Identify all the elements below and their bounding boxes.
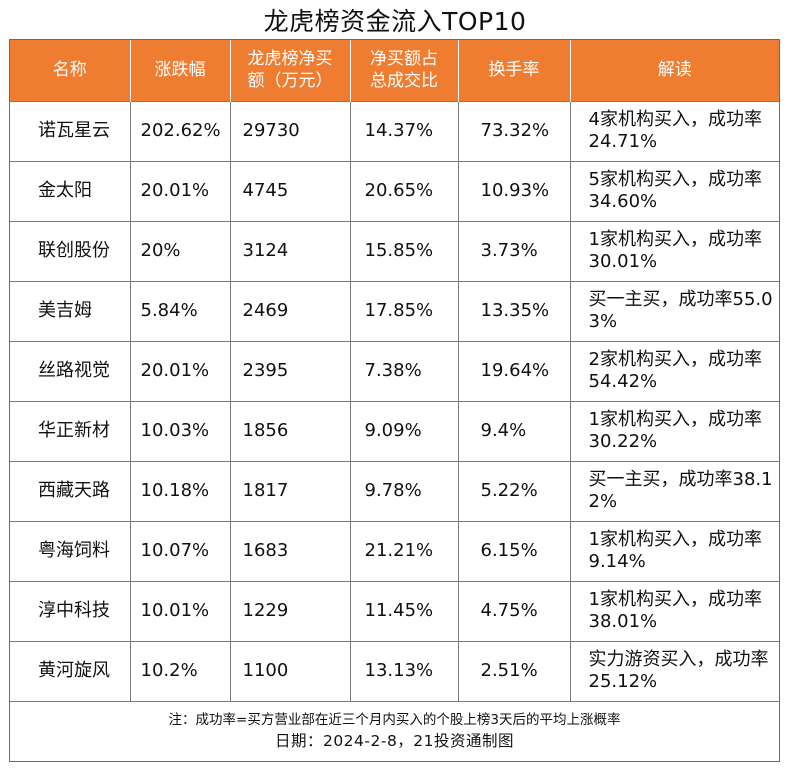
cell-net-buy: 29730 [229,100,350,161]
table-row: 西藏天路 10.18% 1817 9.78% 5.22% 买一主买，成功率38.12% [10,460,779,521]
cell-ratio: 20.65% [349,160,458,221]
cell-change: 20% [129,220,230,281]
cell-net-buy: 3124 [229,220,350,281]
cell-comment: 1家机构买入，成功率38.01% [569,580,779,641]
cell-net-buy: 4745 [229,160,350,221]
table-frame [9,39,780,762]
table-header-row: 名称 涨跌幅 龙虎榜净买 额（万元） 净买额占 总成交比 换手率 解读 [10,40,779,101]
header-ratio-line2: 总成交比 [370,71,438,92]
cell-net-buy: 2395 [229,340,350,401]
cell-turnover: 10.93% [457,160,570,221]
cell-net-buy: 1100 [229,640,350,701]
cell-ratio: 7.38% [349,340,458,401]
footer-date: 日期：2024-2-8，21投资通制图 [274,732,515,750]
cell-comment: 1家机构买入，成功率30.01% [569,220,779,281]
header-name: 名称 [10,40,130,101]
cell-name: 金太阳 [10,160,130,221]
cell-net-buy: 1817 [229,460,350,521]
table-row: 联创股份 20% 3124 15.85% 3.73% 1家机构买入，成功率30.01% [10,220,779,281]
inflow-table: 名称 涨跌幅 龙虎榜净买 额（万元） 净买额占 总成交比 换手率 解读 诺瓦星云 20… [10,40,779,701]
cell-ratio: 13.13% [349,640,458,701]
cell-net-buy: 2469 [229,280,350,341]
cell-name: 联创股份 [10,220,130,281]
table-row: 华正新材 10.03% 1856 9.09% 9.4% 1家机构买入，成功率30.22% [10,400,779,461]
cell-change: 10.18% [129,460,230,521]
cell-ratio: 15.85% [349,220,458,281]
cell-turnover: 73.32% [457,100,570,161]
cell-turnover: 9.4% [457,400,570,461]
cell-ratio: 21.21% [349,520,458,581]
cell-name: 淳中科技 [10,580,130,641]
cell-name: 西藏天路 [10,460,130,521]
cell-ratio: 9.78% [349,460,458,521]
cell-comment: 1家机构买入，成功率9.14% [569,520,779,581]
table-row: 诺瓦星云 202.62% 29730 14.37% 73.32% 4家机构买入，成功率24… [10,100,779,161]
cell-turnover: 3.73% [457,220,570,281]
header-change: 涨跌幅 [129,40,230,101]
cell-comment: 1家机构买入，成功率30.22% [569,400,779,461]
header-net-buy-line1: 龙虎榜净买 [247,49,333,70]
header-turnover: 换手率 [457,40,570,101]
cell-net-buy: 1856 [229,400,350,461]
cell-name: 美吉姆 [10,280,130,341]
cell-turnover: 5.22% [457,460,570,521]
cell-change: 10.01% [129,580,230,641]
cell-ratio: 9.09% [349,400,458,461]
cell-comment: 2家机构买入，成功率54.42% [569,340,779,401]
cell-name: 华正新材 [10,400,130,461]
header-net-buy: 龙虎榜净买 额（万元） [229,40,350,101]
cell-ratio: 17.85% [349,280,458,341]
cell-ratio: 14.37% [349,100,458,161]
header-comment: 解读 [569,40,779,101]
cell-net-buy: 1683 [229,520,350,581]
cell-net-buy: 1229 [229,580,350,641]
cell-change: 10.2% [129,640,230,701]
cell-comment: 实力游资买入，成功率25.12% [569,640,779,701]
table-row: 金太阳 20.01% 4745 20.65% 10.93% 5家机构买入，成功率34.60… [10,160,779,221]
table-row: 丝路视觉 20.01% 2395 7.38% 19.64% 2家机构买入，成功率54.42… [10,340,779,401]
cell-change: 5.84% [129,280,230,341]
footer-note: 注：成功率=买方营业部在近三个月内买入的个股上榜3天后的平均上涨概率 [168,712,621,728]
cell-comment: 4家机构买入，成功率24.71% [569,100,779,161]
header-ratio-line1: 净买额占 [370,49,438,70]
cell-name: 丝路视觉 [10,340,130,401]
cell-comment: 买一主买，成功率38.12% [569,460,779,521]
table-row: 淳中科技 10.01% 1229 11.45% 4.75% 1家机构买入，成功率38.01… [10,580,779,641]
table-row: 美吉姆 5.84% 2469 17.85% 13.35% 买一主买，成功率55.03% [10,280,779,341]
cell-change: 202.62% [129,100,230,161]
cell-name: 诺瓦星云 [10,100,130,161]
page-title: 龙虎榜资金流入TOP10 [263,7,527,36]
header-ratio: 净买额占 总成交比 [349,40,458,101]
cell-change: 10.03% [129,400,230,461]
cell-turnover: 4.75% [457,580,570,641]
cell-ratio: 11.45% [349,580,458,641]
cell-turnover: 6.15% [457,520,570,581]
cell-turnover: 19.64% [457,340,570,401]
footer: 注：成功率=买方营业部在近三个月内买入的个股上榜3天后的平均上涨概率 日期：20… [10,701,779,761]
cell-change: 10.07% [129,520,230,581]
cell-change: 20.01% [129,160,230,221]
cell-comment: 买一主买，成功率55.03% [569,280,779,341]
cell-comment: 5家机构买入，成功率34.60% [569,160,779,221]
table-row: 粤海饲料 10.07% 1683 21.21% 6.15% 1家机构买入，成功率9.14% [10,520,779,581]
cell-name: 黄河旋风 [10,640,130,701]
table-body: 诺瓦星云 202.62% 29730 14.37% 73.32% 4家机构买入，成功率24… [10,100,779,701]
cell-name: 粤海饲料 [10,520,130,581]
header-net-buy-line2: 额（万元） [247,71,333,92]
cell-turnover: 2.51% [457,640,570,701]
table-row: 黄河旋风 10.2% 1100 13.13% 2.51% 实力游资买入，成功率25.12% [10,640,779,701]
cell-change: 20.01% [129,340,230,401]
cell-turnover: 13.35% [457,280,570,341]
